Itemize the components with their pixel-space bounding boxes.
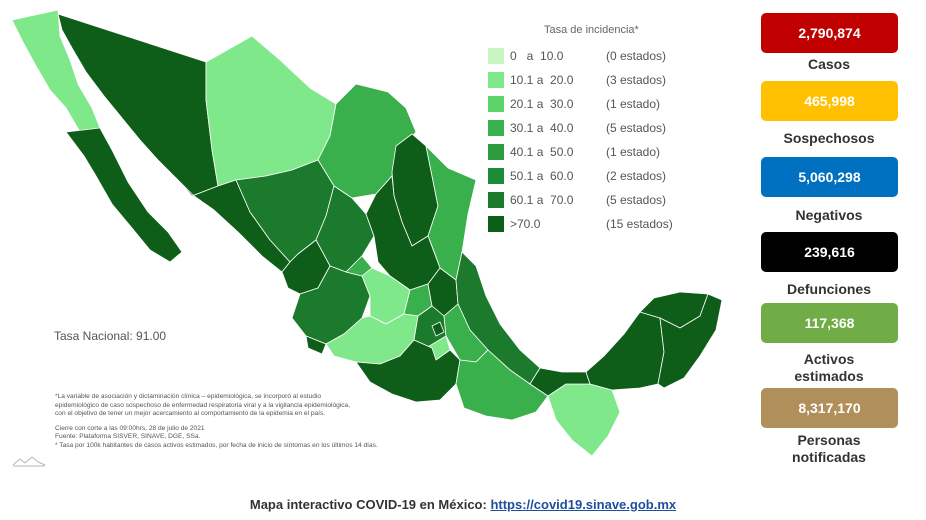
stat-value: 239,616 <box>761 232 898 272</box>
legend-range: >70.0 <box>510 217 541 231</box>
legend-count: (0 estados) <box>606 49 667 63</box>
stat-value: 8,317,170 <box>761 388 898 428</box>
legend-count: (2 estados) <box>606 169 667 183</box>
stat-label: Sospechosos <box>783 130 875 146</box>
legend-title: Tasa de incidencia* <box>544 24 639 36</box>
legend-swatch <box>488 168 504 184</box>
legend-swatch <box>488 144 504 160</box>
legend-range: 10.1 a 20.0 <box>510 73 574 87</box>
legend-swatch <box>488 120 504 136</box>
state-colima[interactable] <box>305 335 327 355</box>
state-campeche[interactable] <box>585 311 665 391</box>
footnote-line: Cierre con corte a las 09:00hrs, 28 de j… <box>55 424 205 432</box>
legend-count: (1 estado) <box>606 97 661 111</box>
stat-value: 2,790,874 <box>761 13 898 53</box>
stat-value: 465,998 <box>761 81 898 121</box>
legend-count: (15 estados) <box>606 217 673 231</box>
stat-label: Casos <box>807 56 851 72</box>
footnote-line: * Tasa por 100k habitantes de casos acti… <box>55 441 378 449</box>
stat-value: 117,368 <box>761 303 898 343</box>
ssa-logo-icon <box>12 456 46 467</box>
legend-range: 20.1 a 30.0 <box>510 97 574 111</box>
state-baja-california-sur[interactable] <box>65 127 183 263</box>
legend-swatch <box>488 96 504 112</box>
stat-label: Personas notificadas <box>792 432 866 465</box>
footer-caption: Mapa interactivo COVID-19 en México: htt… <box>0 497 926 512</box>
state-guerrero[interactable] <box>355 339 461 403</box>
legend-count: (5 estados) <box>606 121 667 135</box>
footnote-line: epidemiológico de caso sospechoso de enf… <box>55 401 351 409</box>
state-quintana-roo[interactable] <box>657 293 723 389</box>
footer-text: Mapa interactivo COVID-19 en México: <box>249 497 491 512</box>
footnote-line: *La variable de asociación y dictaminaci… <box>55 393 322 400</box>
stat-value: 5,060,298 <box>761 157 898 197</box>
legend-row: 20.1 a 30.0 (1 estado) <box>488 96 660 112</box>
footnote-line: Fuente: Plataforma SISVER, SINAVE, DGE, … <box>55 433 201 441</box>
sinave-link[interactable]: https://covid19.sinave.gob.mx <box>490 497 677 512</box>
legend-row: 30.1 a 40.0 (5 estados) <box>488 120 666 136</box>
legend-swatch <box>488 72 504 88</box>
legend-count: (1 estado) <box>606 145 661 159</box>
legend-count: (5 estados) <box>606 193 667 207</box>
national-rate: Tasa Nacional: 91.00 <box>54 329 167 343</box>
state-chiapas[interactable] <box>547 383 621 457</box>
legend-range: 40.1 a 50.0 <box>510 145 574 159</box>
stat-label: Defunciones <box>786 281 871 297</box>
legend-range: 30.1 a 40.0 <box>510 121 574 135</box>
legend-range: 0 a 10.0 <box>510 49 564 63</box>
legend-row: 10.1 a 20.0 (3 estados) <box>488 72 666 88</box>
legend-row: 0 a 10.0 (0 estados) <box>488 48 666 64</box>
footnotes: *La variable de asociación y dictaminaci… <box>55 393 400 451</box>
stat-label: Activos estimados <box>794 351 864 384</box>
stat-label: Negativos <box>795 207 863 223</box>
state-jalisco[interactable] <box>291 265 371 345</box>
legend-row: >70.0 (15 estados) <box>488 216 673 232</box>
legend-row: 60.1 a 70.0 (5 estados) <box>488 192 666 208</box>
legend-swatch <box>488 48 504 64</box>
footnote-line: con el objetivo de tener un mejor acerca… <box>55 410 326 418</box>
legend-swatch <box>488 192 504 208</box>
legend-row: 40.1 a 50.0 (1 estado) <box>488 144 660 160</box>
legend-range: 50.1 a 60.0 <box>510 169 574 183</box>
state-cdmx[interactable] <box>431 321 445 337</box>
legend-range: 60.1 a 70.0 <box>510 193 574 207</box>
legend-swatch <box>488 216 504 232</box>
legend-count: (3 estados) <box>606 73 667 87</box>
legend-row: 50.1 a 60.0 (2 estados) <box>488 168 666 184</box>
